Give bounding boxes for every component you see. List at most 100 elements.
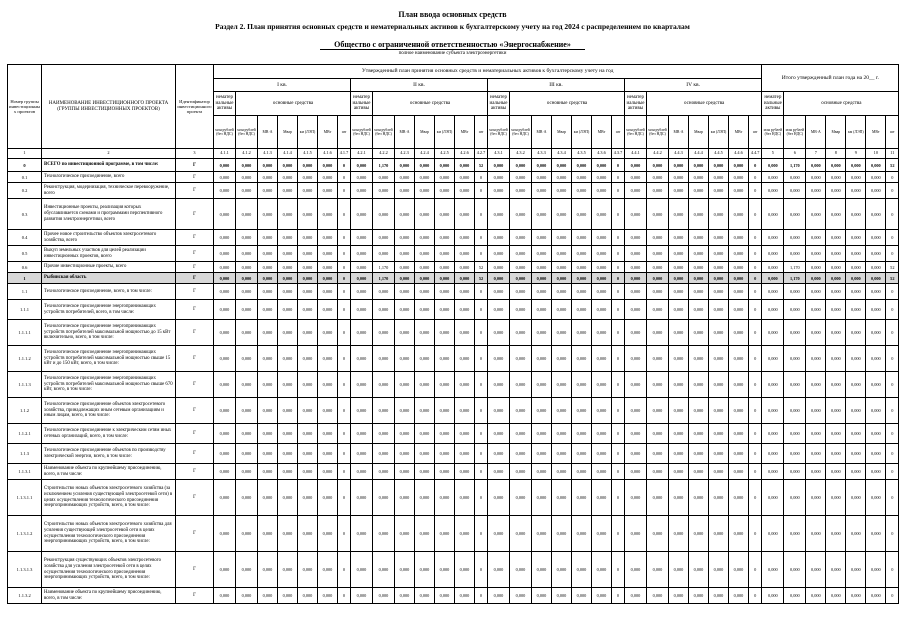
value-cell: 0,000: [531, 261, 552, 273]
table-row: 1.1.1.1 Технологическое присоединение эне…: [7, 319, 900, 346]
value-cell: 0,000: [297, 371, 318, 398]
value-cell: 0: [611, 299, 625, 320]
value-cell: 0,000: [350, 171, 373, 183]
value-cell: 0: [747, 245, 763, 262]
value-cell: 0,000: [277, 423, 298, 444]
value-cell: 0,000: [668, 515, 689, 552]
value-cell: 0,000: [372, 319, 395, 346]
value-cell: 0,000: [414, 182, 435, 199]
table-row: 1.1.3 Технологическое присоединение объек…: [7, 443, 900, 464]
value-cell: 0: [474, 479, 488, 516]
value-cell: 0,000: [551, 171, 572, 183]
value-cell: 0,000: [728, 515, 749, 552]
value-cell: 0,000: [394, 158, 415, 172]
unit-header: МВт: [591, 115, 612, 149]
value-cell: 0: [474, 515, 488, 552]
table-row: 1.1.2 Технологическое присоединение объек…: [7, 397, 900, 424]
value-cell: 0,000: [571, 371, 592, 398]
value-cell: 0,000: [213, 371, 236, 398]
value-cell: 0: [611, 182, 625, 199]
value-cell: 0,000: [235, 245, 258, 262]
value-cell: 0,000: [350, 479, 373, 516]
row-number: 0: [7, 158, 42, 172]
row-number: 1.1.2: [7, 397, 42, 424]
value-cell: 0,000: [591, 397, 612, 424]
total-year-header: Итого утвержденный план года на 20__ г.: [761, 64, 900, 92]
quarter-header: I кв.: [213, 78, 351, 92]
value-cell: 0,000: [277, 198, 298, 230]
value-cell: 0,000: [865, 299, 887, 320]
unit-header: шт: [885, 115, 900, 149]
value-cell: 0: [337, 272, 351, 284]
value-cell: 0,000: [531, 158, 552, 172]
value-cell: 0,000: [591, 587, 612, 604]
value-cell: 0,000: [668, 443, 689, 464]
value-cell: 0,000: [551, 397, 572, 424]
fixed-assets-header: основные средства: [372, 91, 488, 116]
value-cell: 0,000: [235, 272, 258, 284]
value-cell: 0,000: [591, 171, 612, 183]
value-cell: 0,000: [571, 158, 592, 172]
value-cell: 0,000: [317, 551, 338, 588]
value-cell: 0,000: [257, 423, 278, 444]
value-cell: 0,000: [509, 551, 532, 588]
value-cell: 0,000: [317, 345, 338, 372]
value-cell: 0,000: [277, 299, 298, 320]
value-cell: 0,000: [509, 245, 532, 262]
value-cell: 0,000: [551, 515, 572, 552]
value-cell: 0,000: [845, 371, 867, 398]
value-cell: 0,000: [865, 587, 887, 604]
table-row: 1.1.3.2 Наименование объекта по крупнейше…: [7, 587, 900, 604]
value-cell: 0,000: [372, 299, 395, 320]
value-cell: 0,000: [213, 198, 236, 230]
value-cell: 0,000: [865, 345, 887, 372]
value-cell: 0,000: [317, 397, 338, 424]
row-identifier: Г: [175, 443, 214, 464]
value-cell: 0,000: [487, 587, 510, 604]
value-cell: 0,000: [783, 345, 807, 372]
value-cell: 0,000: [708, 587, 729, 604]
value-cell: 0,000: [297, 397, 318, 424]
value-cell: 0,000: [454, 261, 475, 273]
value-cell: 0,000: [350, 319, 373, 346]
value-cell: 0,000: [235, 423, 258, 444]
unit-header: млн рублей (без НДС): [372, 115, 395, 149]
value-cell: 0: [337, 283, 351, 300]
value-cell: 0,000: [277, 345, 298, 372]
value-cell: 0,000: [414, 272, 435, 284]
value-cell: 0,000: [551, 551, 572, 588]
value-cell: 0,000: [213, 283, 236, 300]
value-cell: 0,000: [487, 319, 510, 346]
row-name: Наименование объекта по крупнейшему прис…: [41, 463, 176, 480]
value-cell: 0,000: [277, 515, 298, 552]
value-cell: 0,000: [783, 515, 807, 552]
value-cell: 0,000: [783, 423, 807, 444]
row-number: 0.2: [7, 182, 42, 199]
value-cell: 0,000: [487, 443, 510, 464]
unit-header: Мвар: [414, 115, 435, 149]
value-cell: 0,000: [825, 158, 847, 172]
value-cell: 0,000: [805, 283, 827, 300]
value-cell: 0,000: [825, 515, 847, 552]
row-number: 0.5: [7, 245, 42, 262]
page-title: План ввода основных средств: [398, 10, 507, 19]
value-cell: 0,000: [783, 479, 807, 516]
value-cell: 0,000: [509, 319, 532, 346]
value-cell: 0: [611, 261, 625, 273]
value-cell: 0,000: [350, 345, 373, 372]
value-cell: 0: [885, 171, 900, 183]
value-cell: 0: [885, 229, 900, 246]
value-cell: 0,000: [257, 182, 278, 199]
value-cell: 0,000: [761, 283, 785, 300]
value-cell: 0,000: [509, 229, 532, 246]
value-cell: 0,000: [668, 551, 689, 588]
value-cell: 0,000: [454, 319, 475, 346]
value-cell: 0,000: [372, 443, 395, 464]
row-identifier: Г: [175, 587, 214, 604]
value-cell: 0: [611, 371, 625, 398]
value-cell: 0: [474, 423, 488, 444]
table-row: 0.6 Прочие инвестиционные проекты, всего Г…: [7, 261, 900, 273]
value-cell: 0,000: [317, 587, 338, 604]
value-cell: 0,000: [372, 397, 395, 424]
value-cell: 0,000: [708, 182, 729, 199]
